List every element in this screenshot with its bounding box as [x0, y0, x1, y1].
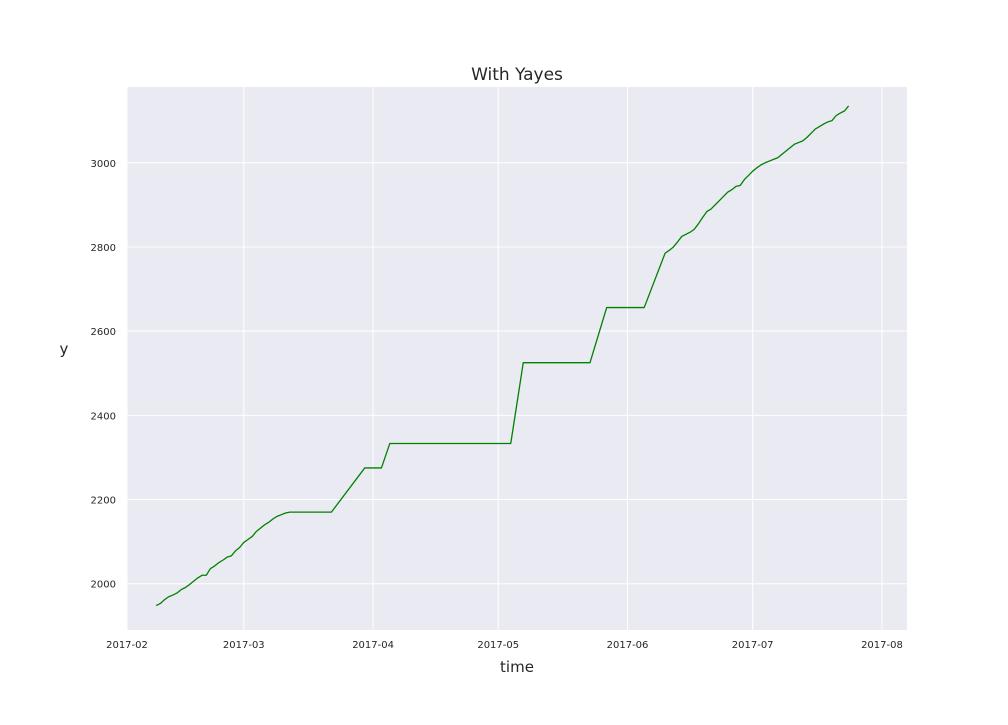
y-tick-label: 2000	[91, 580, 116, 591]
y-tick-label: 2800	[91, 243, 116, 254]
x-tick-label: 2017-07	[732, 640, 774, 651]
x-axis-label: time	[500, 658, 534, 676]
x-tick-label: 2017-06	[607, 640, 649, 651]
y-tick-label: 2200	[91, 496, 116, 507]
chart-title: With Yayes	[471, 65, 563, 85]
y-axis-label: y	[60, 340, 69, 358]
x-tick-label: 2017-04	[352, 640, 394, 651]
x-tick-label: 2017-05	[477, 640, 519, 651]
y-tick-label: 2600	[91, 327, 116, 338]
grid-layer	[126, 87, 907, 630]
x-tick-label: 2017-02	[106, 640, 148, 651]
y-tick-label: 3000	[91, 159, 116, 170]
y-tick-label: 2400	[91, 411, 116, 422]
plot-area	[127, 87, 907, 630]
series-line-y	[155, 105, 850, 607]
series-layer	[155, 105, 850, 607]
y-tick-labels: 2000 2200 2400 2600 2800 3000	[91, 159, 116, 591]
x-tick-label: 2017-03	[223, 640, 265, 651]
x-tick-labels: 2017-02 2017-03 2017-04 2017-05 2017-06 2017-…	[106, 640, 903, 651]
x-tick-label: 2017-08	[861, 640, 903, 651]
